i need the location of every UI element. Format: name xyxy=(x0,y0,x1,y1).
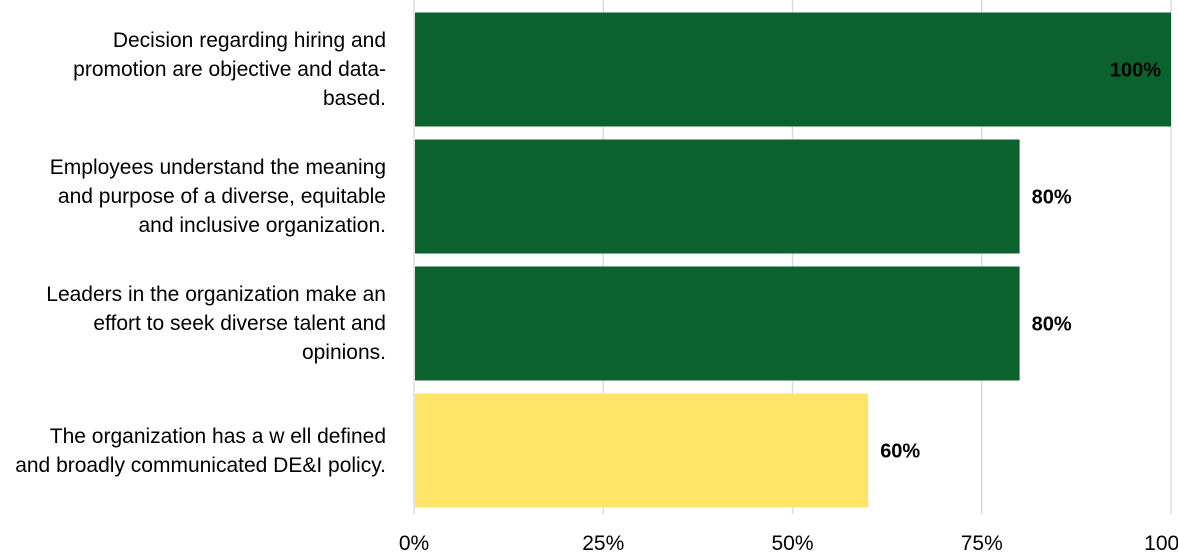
category-label-line: Leaders in the organization make an xyxy=(46,283,386,306)
x-tick-label: 100% xyxy=(1144,532,1178,555)
category-label-line: and broadly communicated DE&I policy. xyxy=(15,453,386,477)
category-label-line: based. xyxy=(322,87,386,110)
category-label-line: effort to seek diverse talent and xyxy=(93,312,386,335)
category-label-line: promotion are objective and data- xyxy=(73,58,386,81)
category-label-line: Employees understand the meaning xyxy=(49,156,386,179)
data-label: 80% xyxy=(1032,187,1072,209)
x-tick-label: 75% xyxy=(961,532,1003,555)
x-tick-label: 25% xyxy=(582,532,624,555)
category-label: Employees understand the meaning and purp… xyxy=(0,153,386,240)
bar xyxy=(415,266,1020,381)
bar xyxy=(415,393,869,508)
category-label: The organization has a w ell defined and … xyxy=(0,422,386,480)
data-labels: 100% 80% 80% 60% xyxy=(880,60,1161,463)
category-label: Leaders in the organization make an effor… xyxy=(0,280,386,367)
category-label-line: opinions. xyxy=(301,341,386,364)
x-tick-label: 0% xyxy=(399,532,429,555)
data-label: 80% xyxy=(1032,314,1072,336)
category-label-line: and inclusive organization. xyxy=(138,214,387,237)
category-label-line: The organization has a w ell defined xyxy=(49,424,386,448)
category-label-line: and purpose of a diverse, equitable xyxy=(57,185,386,208)
bars xyxy=(415,12,1171,508)
x-tick-label: 50% xyxy=(771,532,813,555)
data-label: 60% xyxy=(880,441,920,463)
x-axis-ticks: 0% 25% 50% 75% 100% xyxy=(399,532,1178,555)
bar xyxy=(415,139,1020,254)
data-label: 100% xyxy=(1110,60,1161,82)
category-label: Decision regarding hiring and promotion a… xyxy=(0,26,386,113)
category-label-line: Decision regarding hiring and xyxy=(112,29,386,52)
bar xyxy=(415,12,1171,127)
